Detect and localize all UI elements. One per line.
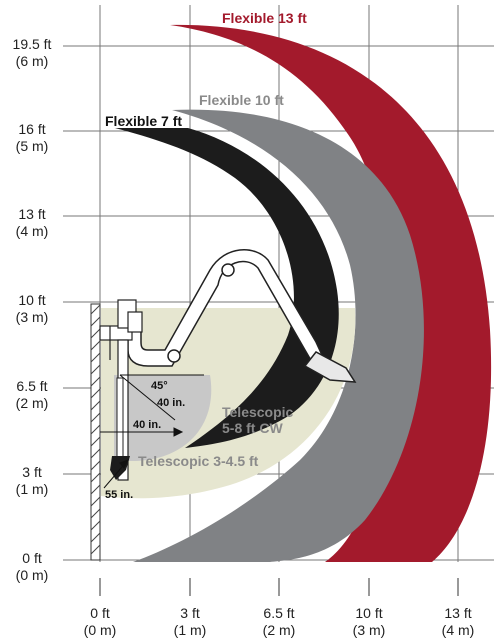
telescopic-3-4.5ft-range [114, 375, 212, 462]
x-tick-1: 3 ft [180, 605, 200, 621]
x-tick-2: 6.5 ft [263, 605, 294, 621]
label-flexible-13ft: Flexible 13 ft [222, 10, 307, 26]
x-tick-3-metric: (3 m) [353, 622, 386, 638]
flexible-13ft-range [170, 24, 492, 562]
x-tick-0: 0 ft [90, 605, 110, 621]
label-telescopic-5-8ft-cw: 5-8 ft CW [222, 420, 283, 436]
y-tick-0: 0 ft [22, 550, 42, 566]
y-tick-0-metric: (0 m) [16, 567, 49, 583]
y-tick-6: 19.5 ft [13, 36, 52, 52]
y-axis-labels: 19.5 ft (6 m) 16 ft (5 m) 13 ft (4 m) 10… [13, 36, 52, 583]
x-axis-labels: 0 ft (0 m) 3 ft (1 m) 6.5 ft (2 m) 10 ft… [84, 605, 475, 638]
label-angle: 45° [151, 380, 168, 392]
x-tick-2-metric: (2 m) [263, 622, 296, 638]
y-tick-6-metric: (6 m) [16, 53, 49, 69]
label-dim-40in-horizontal: 40 in. [133, 419, 161, 431]
y-tick-3: 10 ft [18, 292, 45, 308]
y-tick-4: 13 ft [18, 206, 45, 222]
y-tick-2-metric: (2 m) [16, 395, 49, 411]
extraction-arm [127, 249, 357, 383]
y-tick-1: 3 ft [22, 464, 42, 480]
y-tick-5-metric: (5 m) [16, 138, 49, 154]
label-flexible-10ft: Flexible 10 ft [199, 92, 284, 108]
y-tick-1-metric: (1 m) [16, 481, 49, 497]
x-tick-3: 10 ft [355, 605, 382, 621]
x-axis-ticks [99, 578, 459, 596]
label-dim-55in: 55 in. [105, 489, 133, 501]
flexible-7ft-range [115, 128, 339, 448]
label-dim-40in-diagonal: 40 in. [157, 397, 185, 409]
x-tick-1-metric: (1 m) [174, 622, 207, 638]
flexible-10ft-range [133, 109, 424, 562]
label-telescopic-5-8ft: Telescopic [222, 404, 294, 420]
y-tick-2: 6.5 ft [16, 378, 47, 394]
wall-hatch [90, 304, 101, 555]
x-tick-4-metric: (4 m) [442, 622, 475, 638]
y-tick-5: 16 ft [18, 121, 45, 137]
x-tick-4: 13 ft [444, 605, 471, 621]
label-flexible-7ft: Flexible 7 ft [105, 113, 182, 129]
y-tick-4-metric: (4 m) [16, 223, 49, 239]
x-tick-0-metric: (0 m) [84, 622, 117, 638]
y-tick-3-metric: (3 m) [16, 309, 49, 325]
label-telescopic-3-4.5ft: Telescopic 3-4.5 ft [138, 453, 259, 469]
dimension-lines [100, 374, 204, 489]
